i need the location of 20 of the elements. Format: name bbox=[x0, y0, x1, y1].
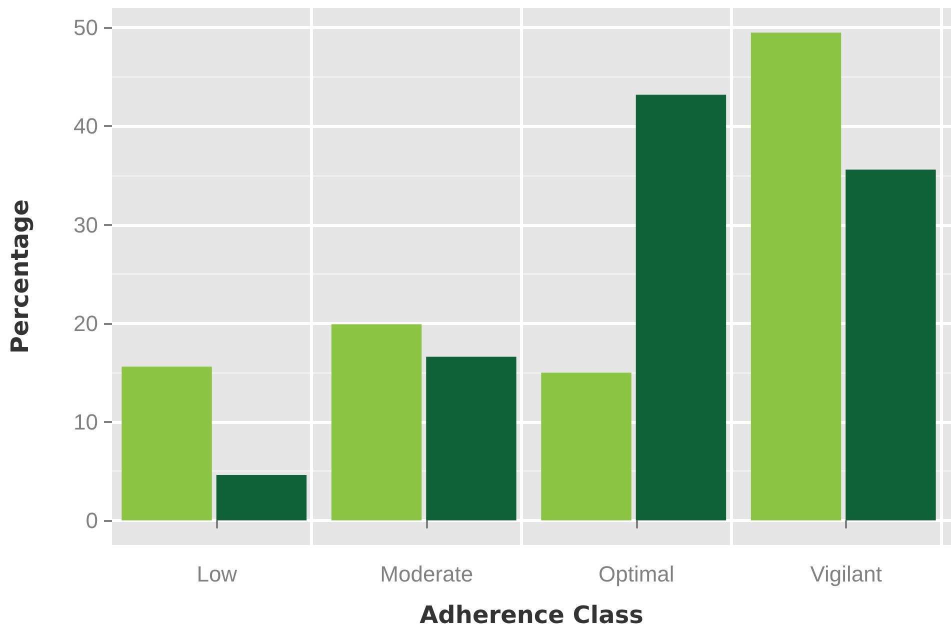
bar bbox=[846, 170, 936, 520]
bar bbox=[426, 356, 516, 520]
bar bbox=[636, 94, 726, 520]
y-tick-label: 0 bbox=[86, 508, 98, 533]
bar bbox=[122, 366, 212, 520]
y-axis-title: Percentage bbox=[6, 199, 34, 354]
y-tick-label: 50 bbox=[74, 15, 98, 40]
x-tick-label: Optimal bbox=[598, 562, 674, 586]
bar bbox=[541, 372, 632, 520]
bar bbox=[750, 32, 842, 520]
y-tick-label: 10 bbox=[74, 409, 98, 434]
x-tick-label: Low bbox=[196, 562, 238, 586]
y-tick-label: 30 bbox=[74, 212, 98, 238]
y-tick-label: 40 bbox=[74, 114, 98, 139]
x-tick-label: Moderate bbox=[380, 562, 474, 586]
bar bbox=[216, 475, 307, 520]
x-axis-title: Adherence Class bbox=[420, 601, 644, 629]
x-tick-label: Vigilant bbox=[810, 562, 882, 586]
y-tick-label: 20 bbox=[74, 310, 98, 336]
bar bbox=[331, 324, 422, 520]
